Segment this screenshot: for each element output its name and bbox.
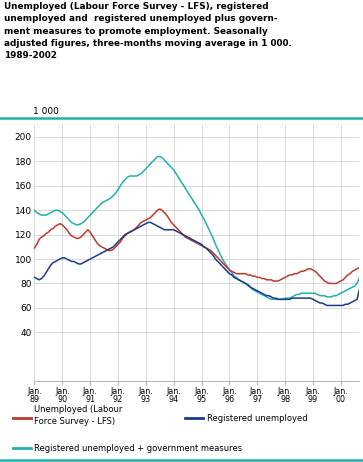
Text: 99: 99 [308, 395, 318, 404]
Text: Jan.: Jan. [334, 387, 348, 395]
Text: Jan.: Jan. [250, 387, 265, 395]
Text: Unemployed (Labour Force Survey - LFS), registered
unemployed and  registered un: Unemployed (Labour Force Survey - LFS), … [4, 2, 292, 60]
Text: 96: 96 [224, 395, 234, 404]
Text: Unemployed (Labour: Unemployed (Labour [34, 406, 123, 414]
Text: Jan.: Jan. [27, 387, 42, 395]
Text: 89: 89 [29, 395, 40, 404]
Text: Registered unemployed: Registered unemployed [207, 413, 307, 423]
Text: 97: 97 [252, 395, 262, 404]
Text: 1 000: 1 000 [33, 107, 59, 116]
Text: Registered unemployed + government measures: Registered unemployed + government measu… [34, 444, 242, 453]
Text: 94: 94 [169, 395, 179, 404]
Text: Jan.: Jan. [83, 387, 98, 395]
Text: Jan.: Jan. [278, 387, 293, 395]
Text: Jan.: Jan. [111, 387, 125, 395]
Text: 98: 98 [280, 395, 290, 404]
Text: 00: 00 [336, 395, 346, 404]
Text: Jan.: Jan. [139, 387, 153, 395]
Text: Jan.: Jan. [194, 387, 209, 395]
Text: Jan.: Jan. [306, 387, 320, 395]
Text: Force Survey - LFS): Force Survey - LFS) [34, 417, 115, 426]
Text: Jan.: Jan. [166, 387, 181, 395]
Text: 95: 95 [196, 395, 207, 404]
Text: 90: 90 [57, 395, 68, 404]
Text: 91: 91 [85, 395, 95, 404]
Text: Jan.: Jan. [222, 387, 237, 395]
Text: Jan.: Jan. [55, 387, 70, 395]
Text: 93: 93 [141, 395, 151, 404]
Text: 92: 92 [113, 395, 123, 404]
